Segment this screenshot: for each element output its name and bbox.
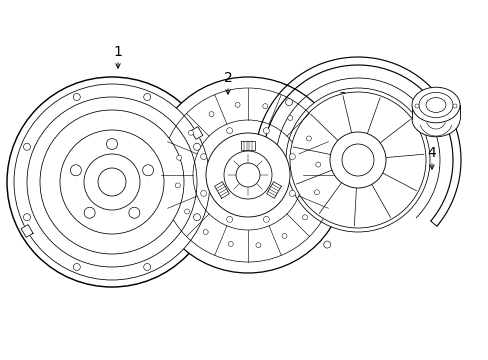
Circle shape (287, 116, 292, 121)
Circle shape (226, 128, 232, 134)
Circle shape (200, 154, 206, 159)
Circle shape (188, 130, 193, 135)
Circle shape (23, 214, 30, 221)
Circle shape (302, 215, 307, 220)
Ellipse shape (411, 87, 459, 123)
Circle shape (236, 163, 260, 187)
Circle shape (285, 88, 429, 232)
Circle shape (176, 155, 181, 160)
Circle shape (205, 133, 289, 217)
Circle shape (314, 190, 319, 195)
Circle shape (60, 130, 163, 234)
Circle shape (452, 104, 456, 108)
Circle shape (106, 139, 117, 149)
Polygon shape (214, 182, 229, 198)
Circle shape (27, 97, 197, 267)
Polygon shape (190, 127, 203, 139)
Circle shape (193, 214, 200, 221)
Circle shape (73, 264, 80, 270)
Circle shape (262, 104, 267, 109)
Polygon shape (241, 140, 254, 149)
Circle shape (341, 144, 373, 176)
Circle shape (150, 77, 346, 273)
Circle shape (143, 94, 150, 100)
Circle shape (315, 162, 320, 167)
Circle shape (208, 112, 214, 117)
Circle shape (98, 168, 126, 196)
Circle shape (23, 143, 30, 150)
Circle shape (128, 207, 140, 218)
Circle shape (143, 264, 150, 270)
Circle shape (235, 102, 240, 107)
Circle shape (306, 136, 311, 141)
Circle shape (282, 233, 286, 238)
Circle shape (289, 92, 425, 228)
Text: 1: 1 (113, 45, 122, 59)
Ellipse shape (418, 93, 452, 118)
Circle shape (70, 165, 81, 176)
Circle shape (203, 230, 208, 234)
Circle shape (142, 165, 153, 176)
Circle shape (40, 110, 183, 254)
Circle shape (329, 132, 385, 188)
Text: 2: 2 (223, 71, 232, 85)
Circle shape (289, 154, 295, 159)
Circle shape (73, 94, 80, 100)
Circle shape (224, 151, 271, 199)
Circle shape (289, 190, 295, 196)
Circle shape (431, 112, 439, 118)
Circle shape (7, 77, 217, 287)
Circle shape (14, 84, 209, 280)
Circle shape (263, 128, 269, 134)
Polygon shape (21, 225, 33, 237)
Polygon shape (266, 182, 281, 198)
Text: 3: 3 (338, 91, 346, 105)
Circle shape (184, 209, 189, 214)
Circle shape (175, 183, 180, 188)
Circle shape (255, 243, 261, 248)
Circle shape (263, 216, 269, 222)
Ellipse shape (411, 101, 459, 137)
Circle shape (200, 190, 206, 196)
Circle shape (228, 241, 233, 246)
Circle shape (285, 99, 292, 105)
Circle shape (84, 154, 140, 210)
Circle shape (323, 241, 330, 248)
Circle shape (414, 104, 418, 108)
Circle shape (254, 57, 460, 263)
Text: 4: 4 (427, 146, 435, 160)
Circle shape (84, 207, 95, 218)
Polygon shape (411, 105, 459, 119)
Circle shape (193, 143, 200, 150)
Ellipse shape (425, 98, 445, 112)
Circle shape (226, 216, 232, 222)
